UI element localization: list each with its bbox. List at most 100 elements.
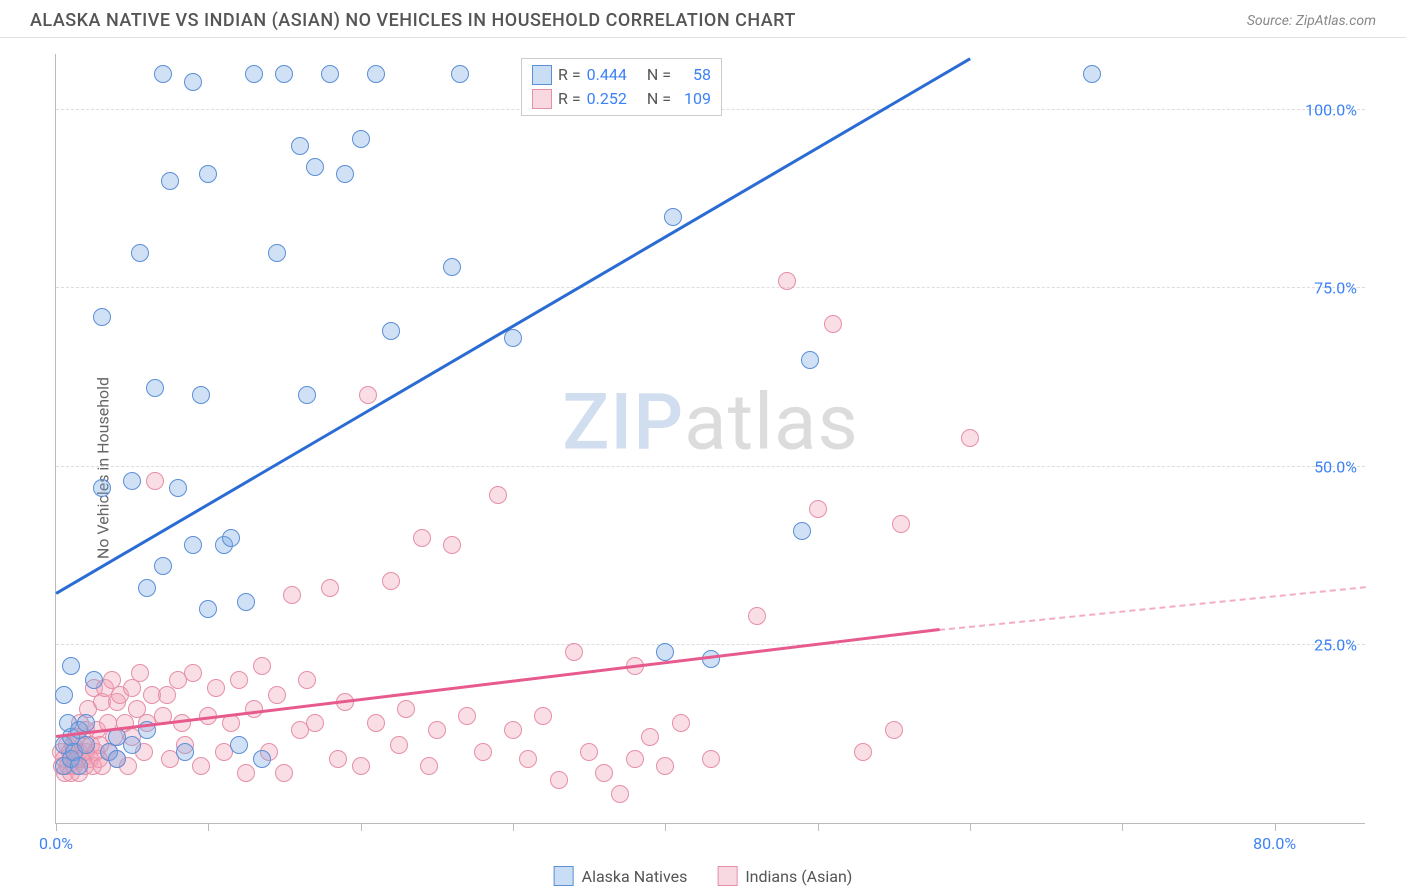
data-point-indian bbox=[413, 529, 431, 547]
data-point-indian bbox=[352, 757, 370, 775]
stats-r-value: 0.252 bbox=[587, 87, 627, 111]
source-name: ZipAtlas.com bbox=[1296, 13, 1376, 29]
data-point-indian bbox=[131, 664, 149, 682]
data-point-indian bbox=[519, 750, 537, 768]
plot-area: ZIPatlas 25.0%50.0%75.0%100.0%0.0%80.0%R… bbox=[55, 54, 1365, 824]
data-point-indian bbox=[359, 386, 377, 404]
chart-header: ALASKA NATIVE VS INDIAN (ASIAN) NO VEHIC… bbox=[0, 0, 1406, 38]
stats-row: R =0.444N =58 bbox=[532, 63, 711, 87]
legend-swatch-indian bbox=[717, 866, 737, 886]
data-point-indian bbox=[298, 671, 316, 689]
source-attribution: Source: ZipAtlas.com bbox=[1247, 13, 1376, 29]
data-point-alaska bbox=[443, 258, 461, 276]
legend-item-indian: Indians (Asian) bbox=[717, 866, 852, 886]
x-tick bbox=[818, 823, 819, 831]
data-point-indian bbox=[321, 579, 339, 597]
data-point-alaska bbox=[237, 593, 255, 611]
data-point-alaska bbox=[70, 757, 88, 775]
gridline bbox=[56, 287, 1365, 288]
watermark-atlas: atlas bbox=[684, 378, 859, 469]
y-tick-label: 50.0% bbox=[1314, 457, 1357, 476]
stats-box: R =0.444N =58R =0.252N =109 bbox=[521, 58, 722, 116]
x-tick bbox=[1122, 823, 1123, 831]
data-point-indian bbox=[230, 671, 248, 689]
data-point-indian bbox=[534, 707, 552, 725]
legend-label-alaska: Alaska Natives bbox=[582, 867, 688, 886]
data-point-alaska bbox=[321, 65, 339, 83]
data-point-indian bbox=[428, 721, 446, 739]
data-point-indian bbox=[565, 643, 583, 661]
data-point-alaska bbox=[85, 671, 103, 689]
y-tick-label: 100.0% bbox=[1305, 101, 1357, 120]
data-point-indian bbox=[207, 679, 225, 697]
data-point-alaska bbox=[146, 379, 164, 397]
data-point-alaska bbox=[222, 529, 240, 547]
gridline bbox=[56, 466, 1365, 467]
data-point-alaska bbox=[184, 536, 202, 554]
data-point-alaska bbox=[253, 750, 271, 768]
data-point-indian bbox=[184, 664, 202, 682]
data-point-alaska bbox=[702, 650, 720, 668]
x-tick-label: 0.0% bbox=[39, 834, 73, 853]
x-tick bbox=[208, 823, 209, 831]
data-point-indian bbox=[595, 764, 613, 782]
stats-n-label: N = bbox=[647, 63, 671, 87]
data-point-alaska bbox=[199, 600, 217, 618]
data-point-alaska bbox=[352, 130, 370, 148]
source-prefix: Source: bbox=[1247, 13, 1296, 29]
data-point-alaska bbox=[382, 322, 400, 340]
chart-container: No Vehicles in Household ZIPatlas 25.0%5… bbox=[0, 44, 1406, 892]
data-point-indian bbox=[854, 743, 872, 761]
x-tick bbox=[56, 823, 57, 831]
legend-swatch-alaska bbox=[554, 866, 574, 886]
x-tick bbox=[1275, 823, 1276, 831]
y-tick-label: 75.0% bbox=[1314, 279, 1357, 298]
stats-n-value: 58 bbox=[677, 63, 711, 87]
data-point-alaska bbox=[161, 172, 179, 190]
data-point-indian bbox=[420, 757, 438, 775]
data-point-indian bbox=[275, 764, 293, 782]
data-point-alaska bbox=[504, 329, 522, 347]
data-point-alaska bbox=[664, 208, 682, 226]
data-point-indian bbox=[474, 743, 492, 761]
data-point-indian bbox=[489, 486, 507, 504]
data-point-indian bbox=[892, 515, 910, 533]
data-point-alaska bbox=[154, 65, 172, 83]
x-tick bbox=[970, 823, 971, 831]
data-point-indian bbox=[885, 721, 903, 739]
data-point-alaska bbox=[298, 386, 316, 404]
data-point-indian bbox=[809, 500, 827, 518]
data-point-alaska bbox=[138, 579, 156, 597]
data-point-alaska bbox=[306, 158, 324, 176]
data-point-alaska bbox=[108, 750, 126, 768]
data-point-alaska bbox=[123, 736, 141, 754]
stats-swatch bbox=[532, 65, 552, 85]
data-point-alaska bbox=[192, 386, 210, 404]
data-point-indian bbox=[641, 728, 659, 746]
data-point-indian bbox=[329, 750, 347, 768]
data-point-indian bbox=[306, 714, 324, 732]
legend: Alaska Natives Indians (Asian) bbox=[554, 866, 853, 886]
data-point-alaska bbox=[275, 65, 293, 83]
data-point-indian bbox=[253, 657, 271, 675]
data-point-alaska bbox=[93, 308, 111, 326]
data-point-alaska bbox=[245, 65, 263, 83]
watermark-zip: ZIP bbox=[562, 378, 684, 469]
data-point-indian bbox=[245, 700, 263, 718]
data-point-alaska bbox=[268, 244, 286, 262]
data-point-indian bbox=[656, 757, 674, 775]
data-point-indian bbox=[237, 764, 255, 782]
legend-item-alaska: Alaska Natives bbox=[554, 866, 688, 886]
data-point-indian bbox=[611, 785, 629, 803]
data-point-alaska bbox=[336, 165, 354, 183]
data-point-indian bbox=[961, 429, 979, 447]
data-point-indian bbox=[458, 707, 476, 725]
data-point-alaska bbox=[176, 743, 194, 761]
data-point-alaska bbox=[93, 479, 111, 497]
data-point-indian bbox=[504, 721, 522, 739]
chart-title: ALASKA NATIVE VS INDIAN (ASIAN) NO VEHIC… bbox=[30, 10, 796, 31]
stats-r-label: R = bbox=[558, 63, 581, 87]
data-point-indian bbox=[192, 757, 210, 775]
data-point-indian bbox=[580, 743, 598, 761]
data-point-alaska bbox=[199, 165, 217, 183]
